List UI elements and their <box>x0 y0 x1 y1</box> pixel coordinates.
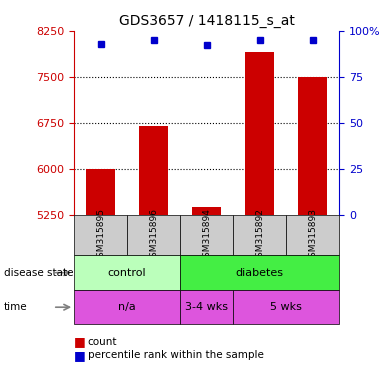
Text: n/a: n/a <box>118 302 136 312</box>
Text: 5 wks: 5 wks <box>270 302 302 312</box>
Text: GSM315895: GSM315895 <box>96 208 105 263</box>
Title: GDS3657 / 1418115_s_at: GDS3657 / 1418115_s_at <box>119 14 294 28</box>
Text: GSM315893: GSM315893 <box>308 208 317 263</box>
Text: time: time <box>4 302 28 312</box>
Bar <box>192 207 221 215</box>
Bar <box>286 215 339 255</box>
Text: percentile rank within the sample: percentile rank within the sample <box>88 350 264 360</box>
Text: ■: ■ <box>74 349 86 362</box>
Bar <box>127 215 180 255</box>
Text: GSM315894: GSM315894 <box>202 208 211 263</box>
Text: 3-4 wks: 3-4 wks <box>185 302 228 312</box>
Text: GSM315892: GSM315892 <box>255 208 264 263</box>
Bar <box>139 126 168 215</box>
Text: diabetes: diabetes <box>236 268 284 278</box>
Text: disease state: disease state <box>4 268 73 278</box>
Bar <box>233 215 286 255</box>
Bar <box>74 290 180 324</box>
Bar <box>180 290 233 324</box>
Bar <box>245 52 274 215</box>
Bar <box>86 169 115 215</box>
Bar <box>180 255 339 290</box>
Text: ■: ■ <box>74 335 86 348</box>
Text: GSM315896: GSM315896 <box>149 208 158 263</box>
Bar <box>298 77 327 215</box>
Text: count: count <box>88 337 117 347</box>
Bar <box>74 215 127 255</box>
Bar <box>233 290 339 324</box>
Bar <box>74 255 180 290</box>
Bar <box>180 215 233 255</box>
Text: control: control <box>108 268 147 278</box>
